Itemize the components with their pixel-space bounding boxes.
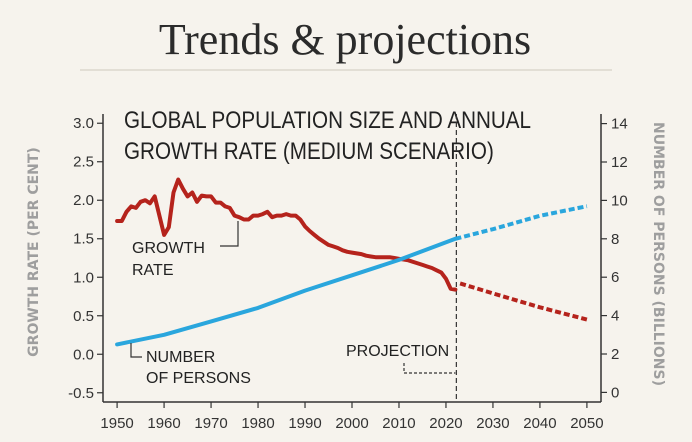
main-title: Trends & projections — [159, 15, 531, 64]
x-tick-label: 2020 — [429, 415, 462, 432]
x-tick-label: 1980 — [241, 415, 274, 432]
left-y-tick-label: 1.5 — [73, 231, 94, 248]
left-y-tick-label: 2.0 — [73, 192, 94, 209]
axis-ticks: 1950 1960 1970 1980 1990 2000 2010 2020 2030 2040… — [68, 115, 628, 432]
left-y-tick-label: 0.5 — [73, 308, 94, 325]
left-axis-title: GROWTH RATE (PER CENT) — [26, 147, 42, 357]
right-y-tick-label: 12 — [611, 154, 628, 171]
left-y-tick-label: -0.5 — [68, 385, 94, 402]
right-y-tick-label: 0 — [611, 384, 619, 401]
x-tick-label: 2000 — [335, 415, 368, 432]
projection-label: PROJECTION — [346, 343, 449, 360]
chart-title: GLOBAL POPULATION SIZE AND ANNUAL GROWTH… — [124, 107, 531, 165]
x-tick-label: 2010 — [382, 415, 415, 432]
x-tick-label: 1970 — [194, 415, 227, 432]
right-y-tick-label: 2 — [611, 346, 619, 363]
number-of-persons-line — [115, 236, 458, 347]
number-of-persons-projection-line — [454, 204, 588, 241]
x-tick-label: 2050 — [570, 415, 603, 432]
chart-title-line-1: GLOBAL POPULATION SIZE AND ANNUAL — [124, 107, 531, 134]
number-of-persons-leader — [130, 343, 142, 358]
number-of-persons-label-line-2: OF PERSONS — [146, 370, 251, 387]
right-y-tick-label: 4 — [611, 308, 619, 325]
x-tick-label: 1990 — [288, 415, 321, 432]
annotations: GROWTH RATE NUMBER OF PERSONS PROJECTION — [130, 221, 456, 387]
x-tick-label: 2040 — [523, 415, 556, 432]
projection-leader — [403, 363, 456, 374]
number-of-persons-label-line-1: NUMBER — [146, 349, 215, 366]
x-tick-label: 1960 — [147, 415, 180, 432]
x-tick-label: 1950 — [100, 415, 133, 432]
growth-rate-label-line-1: GROWTH — [132, 240, 205, 257]
growth-rate-projection-line — [459, 281, 588, 322]
right-y-tick-label: 10 — [611, 192, 628, 209]
right-y-tick-label: 8 — [611, 231, 619, 248]
chart-title-line-2: GROWTH RATE (MEDIUM SCENARIO) — [124, 138, 494, 165]
right-y-tick-label: 6 — [611, 269, 619, 286]
growth-rate-leader — [220, 221, 239, 247]
x-tick-label: 2030 — [476, 415, 509, 432]
right-y-tick-label: 14 — [611, 116, 628, 133]
left-y-tick-label: 3.0 — [73, 115, 94, 132]
left-y-tick-label: 1.0 — [73, 269, 94, 286]
left-y-tick-label: 2.5 — [73, 154, 94, 171]
right-axis-title: NUMBER OF PERSONS (BILLIONS) — [650, 122, 666, 386]
left-y-tick-label: 0.0 — [73, 346, 94, 363]
growth-rate-label-line-2: RATE — [132, 262, 173, 279]
